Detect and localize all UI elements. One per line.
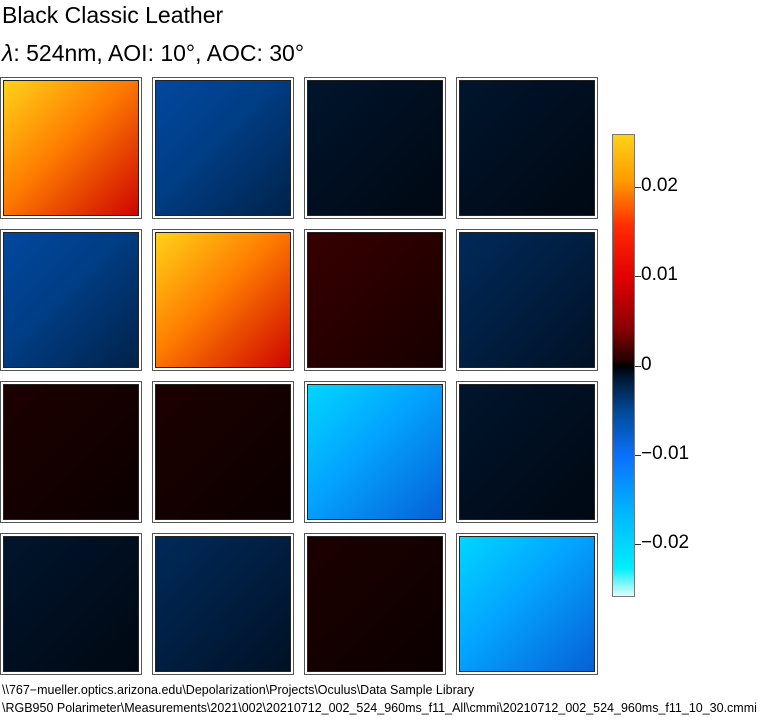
matrix-element-m03: [456, 77, 598, 219]
matrix-element-image: [3, 384, 139, 520]
matrix-element-image: [155, 384, 291, 520]
colorbar-tick-label: −0.01: [641, 443, 690, 464]
matrix-element-m30: [0, 533, 142, 675]
matrix-element-m12: [304, 229, 446, 371]
chart-subtitle: λ: 524nm, AOI: 10°, AOC: 30°: [2, 40, 304, 67]
colorbar-tick-label: 0: [641, 354, 652, 375]
matrix-element-m20: [0, 381, 142, 523]
matrix-element-image: [307, 384, 443, 520]
matrix-element-m21: [152, 381, 294, 523]
matrix-element-image: [307, 536, 443, 672]
matrix-element-image: [155, 232, 291, 368]
matrix-element-image: [155, 80, 291, 216]
matrix-element-m33: [456, 533, 598, 675]
matrix-element-image: [3, 232, 139, 368]
colorbar-tick-mark: [635, 544, 641, 545]
matrix-element-m32: [304, 533, 446, 675]
matrix-element-m23: [456, 381, 598, 523]
matrix-element-m22: [304, 381, 446, 523]
matrix-element-image: [459, 232, 595, 368]
colorbar-tick-mark: [635, 187, 641, 188]
subtitle-text: : 524nm, AOI: 10°, AOC: 30°: [13, 40, 305, 66]
matrix-element-image: [3, 536, 139, 672]
matrix-element-m13: [456, 229, 598, 371]
matrix-element-m02: [304, 77, 446, 219]
matrix-element-m00: [0, 77, 142, 219]
matrix-element-m01: [152, 77, 294, 219]
matrix-element-image: [459, 384, 595, 520]
matrix-element-image: [307, 232, 443, 368]
colorbar-tick-label: −0.02: [641, 532, 690, 553]
matrix-element-m10: [0, 229, 142, 371]
matrix-element-image: [307, 80, 443, 216]
matrix-element-m31: [152, 533, 294, 675]
matrix-element-image: [459, 536, 595, 672]
chart-title: Black Classic Leather: [2, 2, 224, 28]
footer-path-line-2: \RGB950 Polarimeter\Measurements\2021\00…: [2, 701, 757, 715]
colorbar-tick-label: 0.02: [641, 175, 678, 196]
lambda-symbol: λ: [2, 40, 14, 66]
matrix-element-image: [459, 80, 595, 216]
matrix-element-m11: [152, 229, 294, 371]
footer-path-line-1: \\767−mueller.optics.arizona.edu\Depolar…: [2, 683, 475, 697]
matrix-element-image: [3, 80, 139, 216]
colorbar: [612, 134, 635, 597]
colorbar-tick-mark: [635, 276, 641, 277]
matrix-element-image: [155, 536, 291, 672]
colorbar-tick-label: 0.01: [641, 264, 678, 285]
colorbar-tick-mark: [635, 366, 641, 367]
colorbar-tick-mark: [635, 455, 641, 456]
